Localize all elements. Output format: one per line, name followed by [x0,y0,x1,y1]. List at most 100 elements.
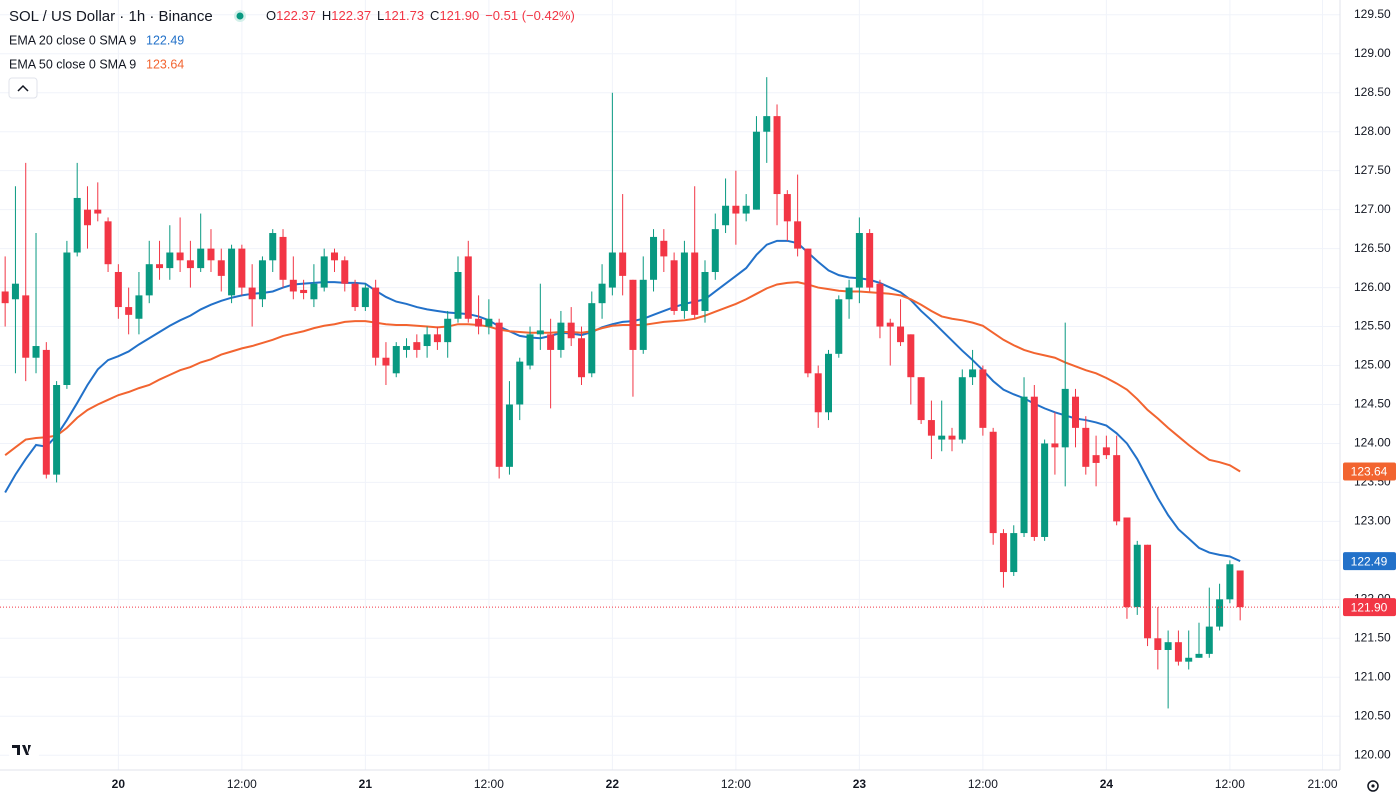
candle-body [382,357,390,366]
y-tick-label: 129.00 [1354,46,1391,60]
candle-body [310,283,318,300]
candle-body [897,326,905,343]
ohlc-value: 121.90 [439,8,479,23]
change: −0.51 (−0.42%) [485,8,575,23]
indicator-value: 123.64 [146,57,184,71]
candle-body [1092,455,1100,463]
candle-body [361,287,369,308]
candle-body [577,338,585,378]
candle-body [197,248,205,269]
candle-body [1051,443,1059,448]
y-tick-label: 123.00 [1354,514,1391,528]
candle-body [433,334,441,343]
y-tick-label: 128.50 [1354,85,1391,99]
candle-body [588,303,596,374]
candle-body [639,279,647,350]
y-tick-label: 121.00 [1354,669,1391,683]
candle-body [186,260,194,269]
candle-body [475,318,483,327]
candle-body [1061,388,1069,448]
x-tick-label: 23 [853,777,867,791]
collapse-button-frame[interactable] [8,77,38,99]
candle-body [1164,642,1172,650]
price-tag-label: 121.90 [1351,600,1388,614]
candle-body [1030,396,1038,537]
candle-body [83,209,91,226]
candle-body [351,283,359,308]
candle-body [557,322,565,350]
candle-body [1010,533,1018,573]
candle-body [392,346,400,374]
candle-body [464,256,472,319]
gear-icon[interactable] [1367,780,1379,792]
y-tick-label: 124.50 [1354,397,1391,411]
candle-body [752,131,760,210]
price-tag [1343,462,1396,481]
candle-body [783,194,791,222]
candle-body [238,248,246,288]
x-tick-label: 12:00 [1215,777,1245,791]
candle-body [969,369,977,378]
candle-body [22,295,30,358]
candle-body [505,404,513,467]
candle-body [516,361,524,405]
candle-body [320,256,328,288]
candle-body [1082,427,1090,467]
y-tick-label: 128.00 [1354,124,1391,138]
candle-body [403,346,411,350]
candle-body [1226,564,1234,600]
candle-body [917,377,925,421]
candle-body [176,252,184,261]
candle-body [804,248,812,374]
y-tick-label: 121.50 [1354,630,1391,644]
price-tag [1343,552,1396,571]
candle-body [835,299,843,354]
candle-body [1236,570,1244,608]
ema-line [4,281,1241,473]
candle-body [248,287,256,300]
candle-body [217,260,225,276]
candle-body [938,435,946,440]
indicator-value: 122.49 [146,33,184,47]
candle-body [166,252,174,269]
candle-body [289,279,297,292]
candle-body [958,377,966,440]
y-tick-label: 127.00 [1354,202,1391,216]
candle-body [608,252,616,288]
ohlc-row: O122.37 H122.37 L121.73 C121.90 −0.51 (−0.42… [266,8,575,23]
x-tick-label: 12:00 [474,777,504,791]
candle-body [722,205,730,226]
axes: 129.50 129.00 128.50 128.00 127.50 127.00 126.… [112,7,1396,791]
collapse-button[interactable] [8,77,38,99]
candle-body [1205,626,1213,654]
status-dot-core [236,12,244,20]
candle-body [701,271,709,311]
x-tick-label: 24 [1100,777,1114,791]
candle-body [526,334,534,366]
candle-body [125,307,133,315]
candle-body [145,264,153,296]
candle-body [114,271,122,308]
y-tick-label: 125.00 [1354,358,1391,372]
candle-body [32,346,40,358]
candle-body [711,229,719,272]
candle-body [73,197,81,253]
candle-body [207,248,215,261]
tv-logo[interactable] [8,734,40,766]
candle-body [1174,642,1182,662]
price-tag-label: 123.64 [1351,465,1388,479]
candle-body [948,435,956,440]
ohlc-value: 122.37 [276,8,316,23]
candle-body [300,289,308,294]
candle-body [763,116,771,132]
candle-body [1133,544,1141,608]
y-tick-label: 124.00 [1354,436,1391,450]
candle-body [372,287,380,358]
candle-body [1216,599,1224,627]
y-tick-label: 126.00 [1354,280,1391,294]
candle-body [485,318,493,327]
candle-body [999,533,1007,573]
candle-body [135,295,143,319]
candle-body [444,318,452,343]
settings-button[interactable] [1367,780,1379,792]
